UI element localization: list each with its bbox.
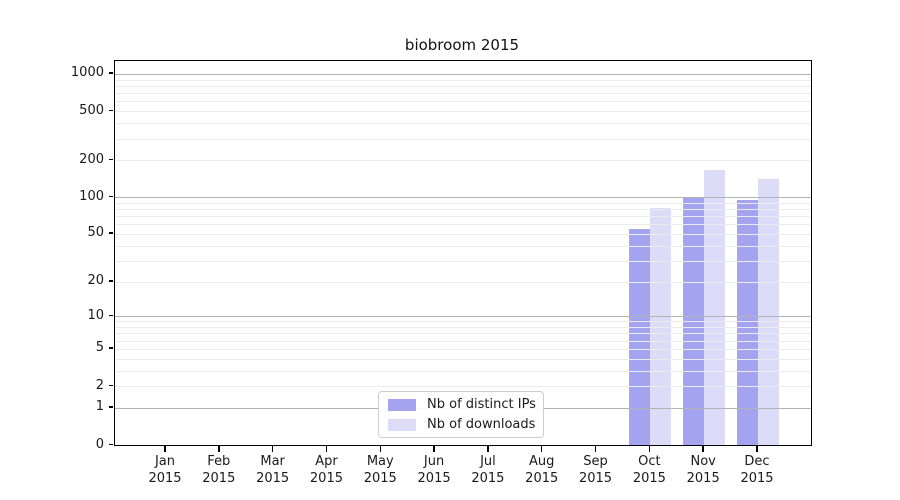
minor-gridline — [115, 101, 811, 103]
x-axis-tick-label: Jan 2015 — [148, 454, 182, 486]
minor-gridline — [115, 209, 811, 211]
minor-gridline — [115, 281, 811, 283]
minor-gridline — [115, 358, 811, 360]
y-axis-tick — [109, 384, 113, 386]
x-axis-tick — [433, 445, 435, 452]
x-axis-tick — [325, 445, 328, 452]
major-gridline — [115, 73, 811, 75]
y-axis-tick-label: 2 — [95, 377, 104, 393]
x-axis-tick-label: Apr 2015 — [309, 454, 343, 486]
y-axis-tick-label: 20 — [87, 273, 104, 288]
y-axis-tick — [109, 109, 113, 112]
legend-swatch-downloads — [388, 418, 416, 431]
x-axis-tick-label: Dec 2015 — [740, 454, 774, 486]
minor-gridline — [115, 386, 811, 387]
minor-gridline — [115, 260, 811, 262]
grid-layer — [115, 61, 811, 445]
minor-gridline — [115, 123, 811, 125]
minor-gridline — [115, 321, 811, 323]
minor-gridline — [115, 111, 811, 113]
y-axis-tick-label: 10 — [87, 307, 104, 323]
minor-gridline — [115, 216, 811, 218]
x-axis-tick — [648, 445, 651, 452]
minor-gridline — [115, 348, 811, 350]
x-axis-tick-label: Sep 2015 — [578, 454, 613, 486]
minor-gridline — [115, 138, 811, 140]
x-axis-tick-label: Feb 2015 — [202, 454, 236, 486]
legend: Nb of distinct IPs Nb of downloads — [378, 391, 544, 438]
x-axis-tick-label: Nov 2015 — [686, 454, 720, 486]
legend-row: Nb of distinct IPs — [388, 397, 536, 412]
bars-layer — [115, 61, 811, 445]
minor-gridline — [115, 370, 811, 372]
x-axis-tick — [271, 445, 274, 452]
minor-gridline — [115, 340, 811, 342]
x-axis-tick — [702, 445, 704, 452]
plot-area — [114, 60, 812, 446]
legend-row: Nb of downloads — [388, 417, 536, 432]
minor-gridline — [115, 160, 811, 162]
chart-title: biobroom 2015 — [404, 36, 520, 54]
x-axis-tick — [756, 445, 758, 452]
x-axis-tick-label: Jul 2015 — [471, 454, 505, 486]
y-axis-tick — [109, 195, 113, 198]
legend-label: Nb of distinct IPs — [427, 397, 536, 412]
legend-swatch-distinct-ips — [388, 398, 416, 411]
minor-gridline — [115, 79, 811, 81]
bar-distinct-ips-nov — [683, 196, 705, 445]
y-axis-tick-label: 500 — [79, 102, 104, 118]
y-axis-tick — [109, 406, 113, 408]
y-axis-tick-label: 50 — [87, 225, 104, 241]
minor-gridline — [115, 224, 811, 226]
minor-gridline — [115, 233, 811, 235]
bar-distinct-ips-oct — [629, 228, 651, 445]
x-axis-tick — [594, 445, 597, 452]
x-axis-tick-label: Oct 2015 — [632, 454, 666, 486]
y-axis-tick-label: 1 — [95, 399, 104, 415]
x-axis-tick — [218, 445, 220, 452]
major-gridline — [115, 197, 811, 199]
y-axis-tick-label: 5 — [95, 340, 104, 356]
y-axis-tick-label: 0 — [95, 436, 104, 452]
major-gridline — [115, 316, 811, 318]
x-axis-tick-label: Mar 2015 — [256, 454, 290, 486]
minor-gridline — [115, 333, 811, 335]
minor-gridline — [115, 85, 811, 87]
y-axis-tick — [109, 443, 113, 445]
bar-downloads-nov — [704, 169, 726, 445]
bar-downloads-oct — [650, 208, 672, 445]
y-axis-tick — [109, 347, 113, 349]
y-axis-tick — [109, 72, 113, 74]
y-axis-tick — [109, 232, 113, 234]
y-axis-tick-label: 100 — [79, 188, 104, 204]
minor-gridline — [115, 202, 811, 204]
minor-gridline — [115, 245, 811, 247]
minor-gridline — [115, 327, 811, 328]
y-axis-tick — [109, 280, 113, 282]
x-axis-tick — [540, 445, 543, 452]
bar-downloads-dec — [758, 178, 779, 445]
x-axis-tick-label: May 2015 — [363, 454, 397, 486]
y-axis-tick-label: 200 — [79, 151, 104, 167]
minor-gridline — [115, 93, 811, 95]
y-axis-tick — [109, 158, 113, 161]
x-axis-tick-label: Aug 2015 — [525, 454, 559, 486]
x-axis-tick — [164, 445, 166, 452]
x-axis-tick — [379, 445, 382, 452]
x-axis-tick — [487, 445, 489, 452]
x-axis-tick-label: Jun 2015 — [417, 454, 451, 486]
y-axis-tick-label: 1000 — [70, 65, 104, 81]
y-axis-tick — [109, 314, 113, 317]
legend-label: Nb of downloads — [427, 417, 536, 432]
